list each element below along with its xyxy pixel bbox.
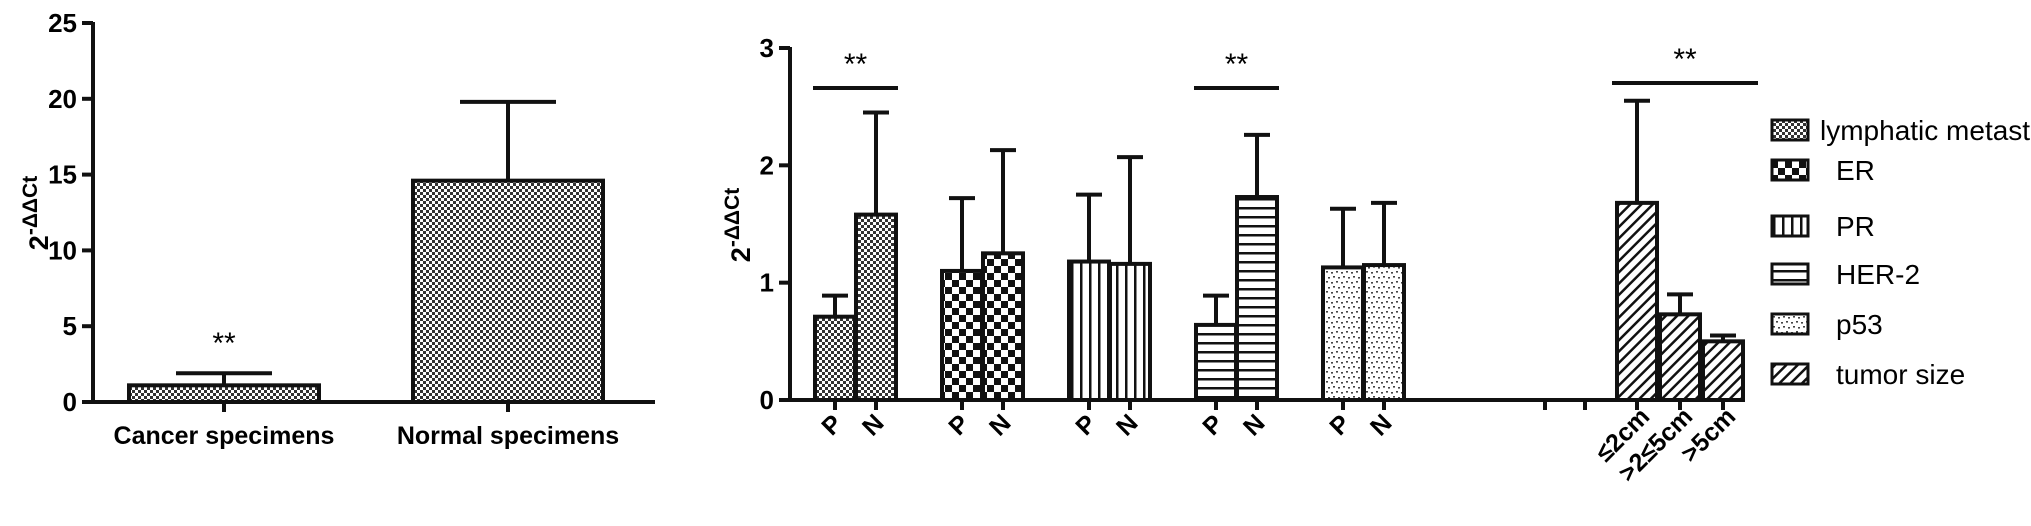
significance-marker: **	[1673, 43, 1697, 76]
y-tick-label: 2	[760, 150, 774, 180]
legend-swatch	[1770, 262, 1810, 286]
legend-swatch	[1770, 312, 1810, 336]
y-tick-label: 25	[48, 8, 77, 38]
category-label: Cancer specimens	[114, 422, 335, 450]
bar	[981, 251, 1025, 402]
category-label: P	[1324, 409, 1356, 441]
y-axis-label: 2-ΔΔCt	[19, 176, 54, 250]
legend-label: ER	[1836, 155, 1875, 186]
bar	[1658, 312, 1702, 403]
category-label: N	[1238, 409, 1271, 442]
category-label: P	[816, 409, 848, 441]
bar	[1701, 339, 1745, 403]
legend-label: PR	[1836, 211, 1875, 242]
category-label: N	[1111, 409, 1144, 442]
bar	[1108, 261, 1152, 403]
y-tick-label: 10	[48, 235, 77, 265]
bar	[940, 268, 984, 402]
legend-swatch	[1770, 362, 1810, 386]
bar	[411, 178, 605, 404]
y-tick-label: 0	[63, 387, 77, 417]
y-tick-label: 3	[760, 33, 774, 63]
y-tick-label: 15	[48, 160, 77, 190]
legend-swatch	[1770, 214, 1810, 238]
legend-label: p53	[1836, 309, 1883, 340]
significance-marker: **	[1225, 48, 1249, 81]
y-tick-label: 5	[63, 311, 77, 341]
significance-marker: **	[844, 48, 868, 81]
bar	[1235, 195, 1279, 402]
bar	[1321, 265, 1365, 402]
legend-label: lymphatic metastasis	[1820, 115, 2031, 146]
bar	[854, 212, 898, 402]
left-chart: 0 5 10 15 20 25 2-ΔΔCt Cancer specimens ** Normal…	[19, 8, 655, 450]
significance-marker: **	[212, 327, 236, 360]
bar	[127, 383, 321, 405]
bar	[1194, 322, 1238, 403]
bar	[1067, 259, 1111, 402]
bar	[1362, 263, 1406, 403]
category-label: Normal specimens	[397, 422, 619, 450]
category-label: P	[943, 409, 975, 441]
category-label: P	[1197, 409, 1229, 441]
legend-swatch	[1770, 118, 1810, 142]
y-tick-label: 0	[760, 385, 774, 415]
category-label: N	[857, 409, 890, 442]
y-tick-label: 20	[48, 84, 77, 114]
category-label: N	[1365, 409, 1398, 442]
bar	[813, 314, 857, 402]
y-axis-label: 2-ΔΔCt	[721, 188, 756, 262]
y-tick-label: 1	[760, 268, 774, 298]
bar	[1615, 200, 1659, 402]
legend-label: HER-2	[1836, 259, 1920, 290]
category-label: N	[984, 409, 1017, 442]
legend-swatch	[1770, 158, 1810, 182]
legend-label: tumor size	[1836, 359, 1965, 390]
category-label: P	[1070, 409, 1102, 441]
